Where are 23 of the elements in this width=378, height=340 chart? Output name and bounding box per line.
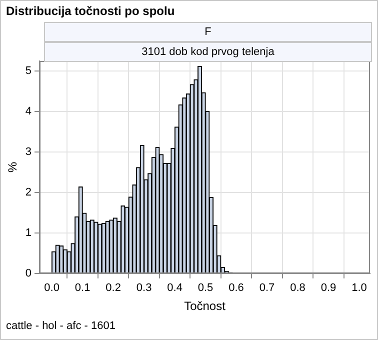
y-tick-label: 3 bbox=[25, 146, 32, 158]
x-tick-label: 0.2 bbox=[106, 282, 121, 294]
x-tick-label: 0.8 bbox=[290, 282, 306, 294]
y-tick-label: 0 bbox=[25, 267, 32, 280]
x-tick-label: 0.0 bbox=[44, 282, 60, 294]
y-tick-label: 1 bbox=[25, 226, 32, 239]
y-tick-label: 2 bbox=[25, 186, 32, 199]
x-tick-label: 0.4 bbox=[167, 282, 182, 294]
x-tick-label: 0.9 bbox=[320, 282, 336, 294]
x-tick-label: 0.6 bbox=[228, 282, 244, 294]
chart-title: Distribucija točnosti po spolu bbox=[6, 4, 175, 18]
text: cattle - hol - afc - 1601 bbox=[6, 320, 116, 332]
chart-subtitle: F bbox=[44, 22, 372, 42]
y-tick-label: 4 bbox=[25, 106, 32, 118]
text: 3101 dob kod prvog telenja bbox=[44, 42, 372, 62]
y-tick-label: 5 bbox=[25, 65, 32, 78]
y-axis-title: % bbox=[6, 162, 20, 173]
x-tick-label: 0.7 bbox=[259, 282, 275, 294]
x-tick-label: 0.5 bbox=[198, 282, 214, 294]
x-tick-label: 1.0 bbox=[352, 282, 367, 294]
x-tick-label: 0.1 bbox=[74, 282, 90, 294]
x-tick-label: 0.3 bbox=[136, 282, 152, 294]
x-axis-title: Točnost bbox=[184, 299, 226, 314]
